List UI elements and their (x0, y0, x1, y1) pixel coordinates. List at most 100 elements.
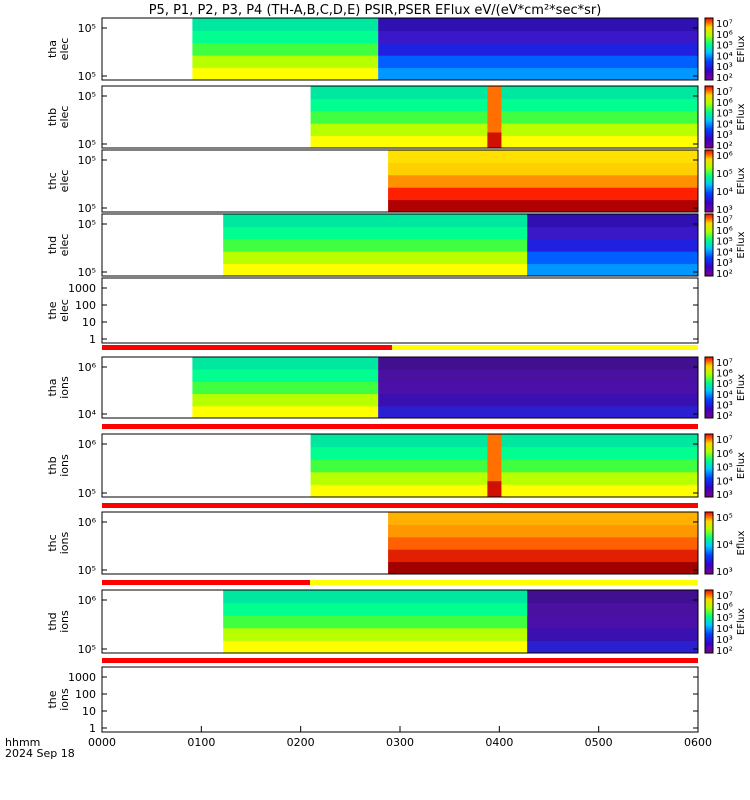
spectrogram-band (527, 214, 698, 227)
panel-frame (101, 589, 699, 654)
spectrogram-band (223, 214, 528, 227)
colorbar-tick-label: 10⁴ (716, 390, 733, 401)
panel-thc-ions: 10⁵ 10⁴ 10³ Eflux thcions 10⁶ 10⁵ (46, 511, 747, 578)
spike-column-base (487, 481, 502, 497)
y-tick-label: 10⁵ (78, 90, 96, 103)
panel-frame (101, 511, 699, 575)
spectrogram-band (223, 615, 528, 629)
panel-frame (101, 213, 699, 277)
spectrogram-band (192, 405, 379, 419)
panel-ylabel: thbelec (46, 106, 71, 129)
panel-ylabel: theions (46, 688, 71, 711)
panel-ylabel: theelec (46, 299, 71, 322)
y-tick-label: 10⁵ (78, 154, 96, 167)
colorbar-tick-label: 10⁴ (716, 624, 733, 635)
y-tick-label: 10⁵ (78, 70, 96, 83)
spectrogram-band (310, 86, 698, 99)
spectrogram-band (388, 536, 698, 550)
colorbar-label: Eflux (736, 530, 747, 555)
panel-ylabel: thbions (46, 454, 71, 477)
colorbar-tick-label: 10⁶ (716, 602, 733, 613)
colorbar-label: EFlux (736, 35, 747, 62)
y-tick-label: 1 (89, 333, 96, 346)
spectrogram-band (527, 226, 698, 240)
panel-ylabel: thdions (46, 610, 71, 633)
spectrogram-band (310, 446, 698, 460)
y-tick-label: 1 (89, 722, 96, 735)
panel-ylabel: thaelec (46, 38, 71, 61)
colorbar-tick-label: 10⁴ (716, 476, 733, 487)
x-axis-date: 2024 Sep 18 (5, 747, 75, 760)
spectrogram-band (378, 357, 698, 370)
colorbar-tick-label: 10⁷ (716, 358, 733, 369)
colorbar (704, 433, 714, 498)
spectrogram-band (527, 602, 698, 616)
spectrogram-band (310, 123, 698, 137)
colorbar-tick-label: 10⁴ (716, 51, 733, 62)
spectrogram-band (192, 393, 379, 407)
status-bar (102, 580, 310, 585)
panel-the-ions: theions 1000 100 10 1 (46, 666, 699, 735)
colorbar-tick-label: 10⁶ (716, 151, 733, 162)
colorbar-tick-label: 10⁶ (716, 449, 733, 460)
y-tick-label: 10⁶ (78, 361, 97, 374)
spectrogram-band (310, 459, 698, 473)
colorbar-label: EFlux (736, 167, 747, 194)
colorbar-label: EFlux (736, 374, 747, 401)
colorbar-tick-label: 10⁵ (716, 513, 733, 524)
colorbar-tick-label: 10⁵ (716, 237, 733, 248)
colorbar-tick-label: 10³ (716, 258, 733, 269)
colorbar-tick-label: 10⁵ (716, 41, 733, 52)
colorbar-tick-label: 10³ (716, 635, 733, 646)
spectrogram-band (192, 18, 379, 31)
spectrogram-band (310, 98, 698, 112)
spectrogram-band (223, 226, 528, 240)
spectrogram-band (223, 602, 528, 616)
panel-frame (101, 149, 699, 213)
spectrogram-band (388, 549, 698, 563)
colorbar-label: EFlux (736, 231, 747, 258)
colorbar-tick-label: 10⁵ (716, 169, 733, 180)
colorbar-tick-label: 10³ (716, 490, 733, 501)
y-tick-label: 10 (82, 705, 96, 718)
spectrogram-band (378, 381, 698, 395)
colorbar-tick-label: 10⁷ (716, 87, 733, 98)
colorbar (704, 589, 714, 654)
spectrogram-band (388, 512, 698, 525)
colorbar (704, 17, 714, 81)
spectrogram-band (223, 627, 528, 641)
x-tick-label: 0200 (287, 736, 315, 749)
panel-frame (101, 17, 699, 81)
y-tick-label: 10⁵ (78, 22, 96, 35)
spectrogram-band (192, 67, 379, 81)
y-tick-label: 10⁵ (78, 487, 96, 500)
spectrogram-band (192, 357, 379, 370)
colorbar (704, 356, 714, 419)
spectrogram-band (223, 251, 528, 265)
spectrogram-band (192, 369, 379, 382)
x-axis-label: hhmm (5, 736, 40, 749)
colorbar-tick-label: 10⁵ (716, 109, 733, 120)
chart-title: P5, P1, P2, P3, P4 (TH-A,B,C,D,E) PSIR,P… (149, 3, 602, 18)
colorbar-tick-label: 10² (716, 646, 733, 657)
spectrogram-band (310, 471, 698, 485)
colorbar-tick-label: 10⁷ (716, 591, 733, 602)
spike-column-base (487, 132, 502, 148)
colorbar-tick-label: 10⁵ (716, 463, 733, 474)
status-bar (102, 345, 392, 350)
y-tick-label: 10⁶ (78, 516, 97, 529)
spectrogram-band (310, 434, 698, 448)
spectrogram-band (527, 251, 698, 265)
x-tick-label: 0400 (485, 736, 513, 749)
x-tick-label: 0500 (585, 736, 613, 749)
spectrogram-band (378, 42, 698, 56)
colorbar-tick-label: 10² (716, 269, 733, 280)
colorbar-tick-label: 10³ (716, 62, 733, 73)
panel-frame (101, 85, 699, 149)
panel-frame (101, 433, 699, 498)
